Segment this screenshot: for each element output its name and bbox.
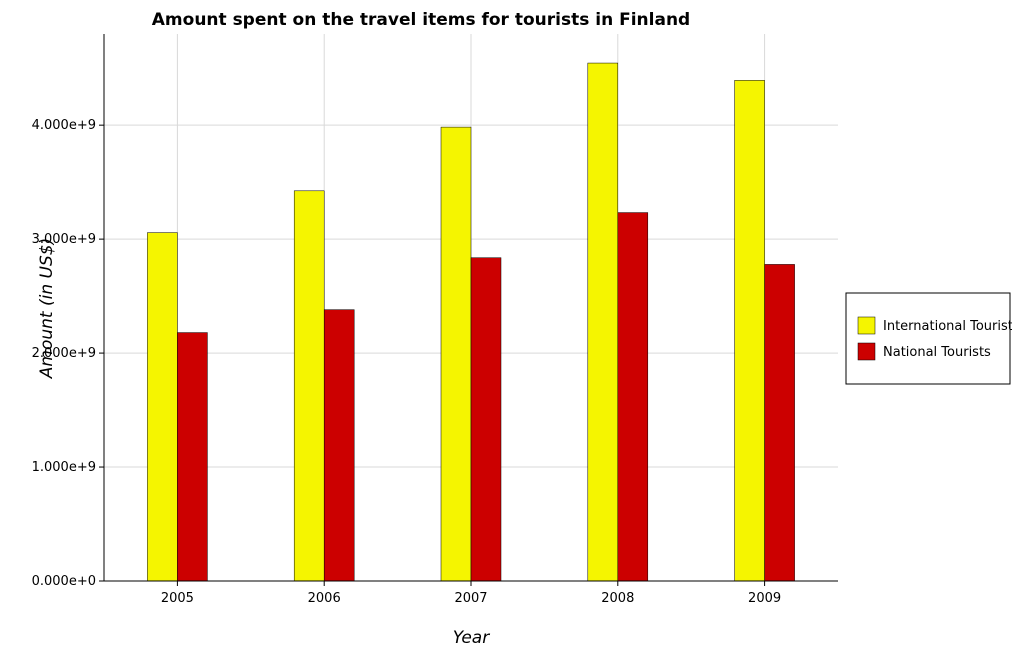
legend-swatch-international-tourists	[857, 316, 876, 335]
y-tick-label: 2.000e+9	[32, 346, 96, 361]
x-tick-label: 2008	[601, 591, 634, 606]
x-axis-title: Year	[453, 628, 490, 648]
x-tick-label: 2006	[308, 591, 341, 606]
bar-national-tourists-2007	[470, 257, 502, 582]
x-tick-label: 2007	[454, 591, 487, 606]
bar-international-tourists-2007	[440, 126, 472, 582]
y-tick-label: 1.000e+9	[32, 460, 96, 475]
bar-international-tourists-2009	[734, 80, 765, 582]
bar-national-tourists-2005	[177, 332, 208, 582]
bars	[147, 62, 795, 582]
y-axis-title: Amount (in US$)	[37, 238, 57, 379]
axes: 0.000e+0 1.000e+9 2.000e+9 3.000e+9 4.000e+9…	[32, 34, 838, 606]
y-tick-label: 4.000e+9	[32, 118, 96, 133]
bar-international-tourists-2008	[587, 62, 619, 582]
x-tick-label: 2009	[748, 591, 781, 606]
chart-title: Amount spent on the travel items for tou…	[152, 10, 690, 30]
x-tick-label: 2005	[161, 591, 194, 606]
y-tick-label: 0.000e+0	[32, 574, 96, 589]
y-tick-label: 3.000e+9	[32, 232, 96, 247]
bar-national-tourists-2008	[617, 212, 649, 582]
bar-international-tourists-2005	[147, 232, 178, 582]
bar-national-tourists-2009	[764, 264, 795, 582]
legend-label-national-tourists: National Tourists	[883, 345, 991, 360]
legend: International Tourists National Tourists	[845, 292, 1012, 385]
legend-swatch-national-tourists	[857, 342, 876, 361]
bar-national-tourists-2006	[323, 309, 355, 582]
legend-box	[845, 292, 1011, 385]
bar-international-tourists-2006	[293, 190, 325, 582]
legend-label-international-tourists: International Tourists	[883, 319, 1012, 334]
